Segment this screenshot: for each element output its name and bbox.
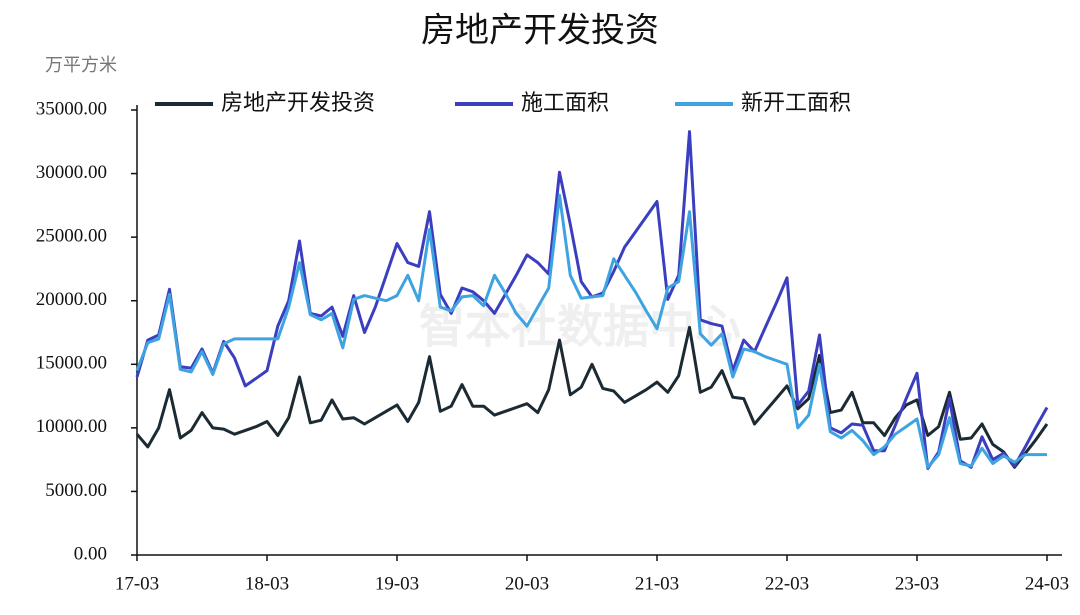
watermark: 智本社数据中心 (419, 300, 741, 354)
x-tick-label: 21-03 (635, 573, 679, 594)
x-tick-label: 20-03 (505, 573, 549, 594)
series-line (135, 325, 1049, 469)
y-unit: 万平方米 (45, 55, 117, 76)
chart-title: 房地产开发投资 (421, 11, 659, 51)
y-tick-label: 15000.00 (36, 353, 107, 374)
legend-label: 施工面积 (521, 91, 609, 116)
y-tick-label: 30000.00 (36, 162, 107, 183)
x-tick-label: 24-03 (1025, 573, 1069, 594)
y-tick-label: 10000.00 (36, 416, 107, 437)
y-tick-label: 20000.00 (36, 289, 107, 310)
legend-label: 房地产开发投资 (221, 91, 375, 116)
y-tick-label: 0.00 (74, 543, 107, 564)
series-line (135, 193, 1047, 469)
x-tick-label: 22-03 (765, 573, 809, 594)
y-tick-label: 5000.00 (45, 480, 107, 501)
y-tick-label: 25000.00 (36, 226, 107, 247)
x-tick-label: 17-03 (115, 573, 159, 594)
legend-label: 新开工面积 (741, 91, 851, 116)
x-tick-label: 18-03 (245, 573, 289, 594)
x-tick-label: 23-03 (895, 573, 939, 594)
y-tick-label: 35000.00 (36, 98, 107, 119)
x-tick-label: 19-03 (375, 573, 419, 594)
